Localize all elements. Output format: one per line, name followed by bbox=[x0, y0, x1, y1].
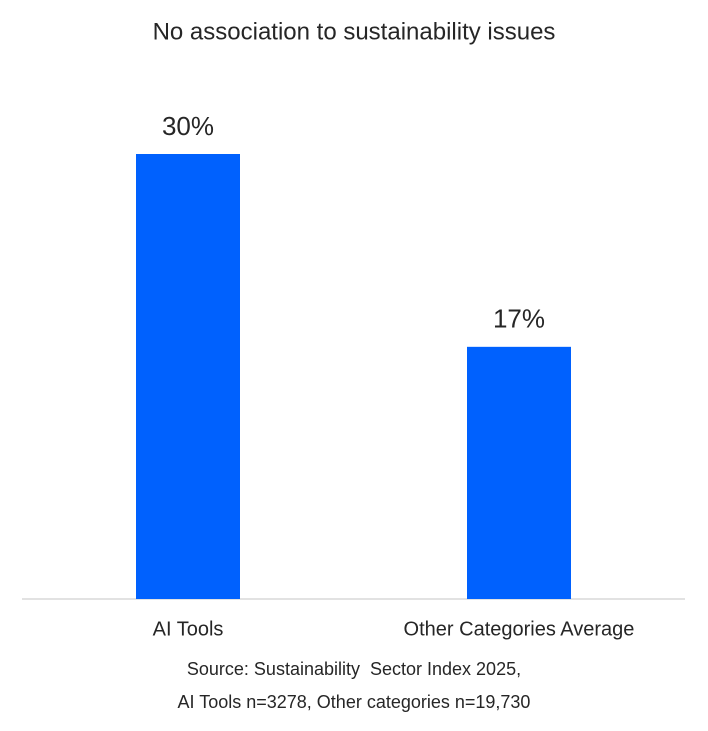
source-note: Source: Sustainability Sector Index 2025… bbox=[187, 659, 521, 679]
chart-title: No association to sustainability issues bbox=[153, 18, 556, 45]
bar bbox=[136, 154, 240, 599]
value-label: 17% bbox=[493, 304, 545, 334]
x-tick-label: Other Categories Average bbox=[404, 618, 635, 640]
value-label: 30% bbox=[162, 111, 214, 141]
source-note: AI Tools n=3278, Other categories n=19,7… bbox=[178, 692, 531, 712]
bar bbox=[467, 346, 571, 599]
x-tick-label: AI Tools bbox=[153, 618, 224, 640]
